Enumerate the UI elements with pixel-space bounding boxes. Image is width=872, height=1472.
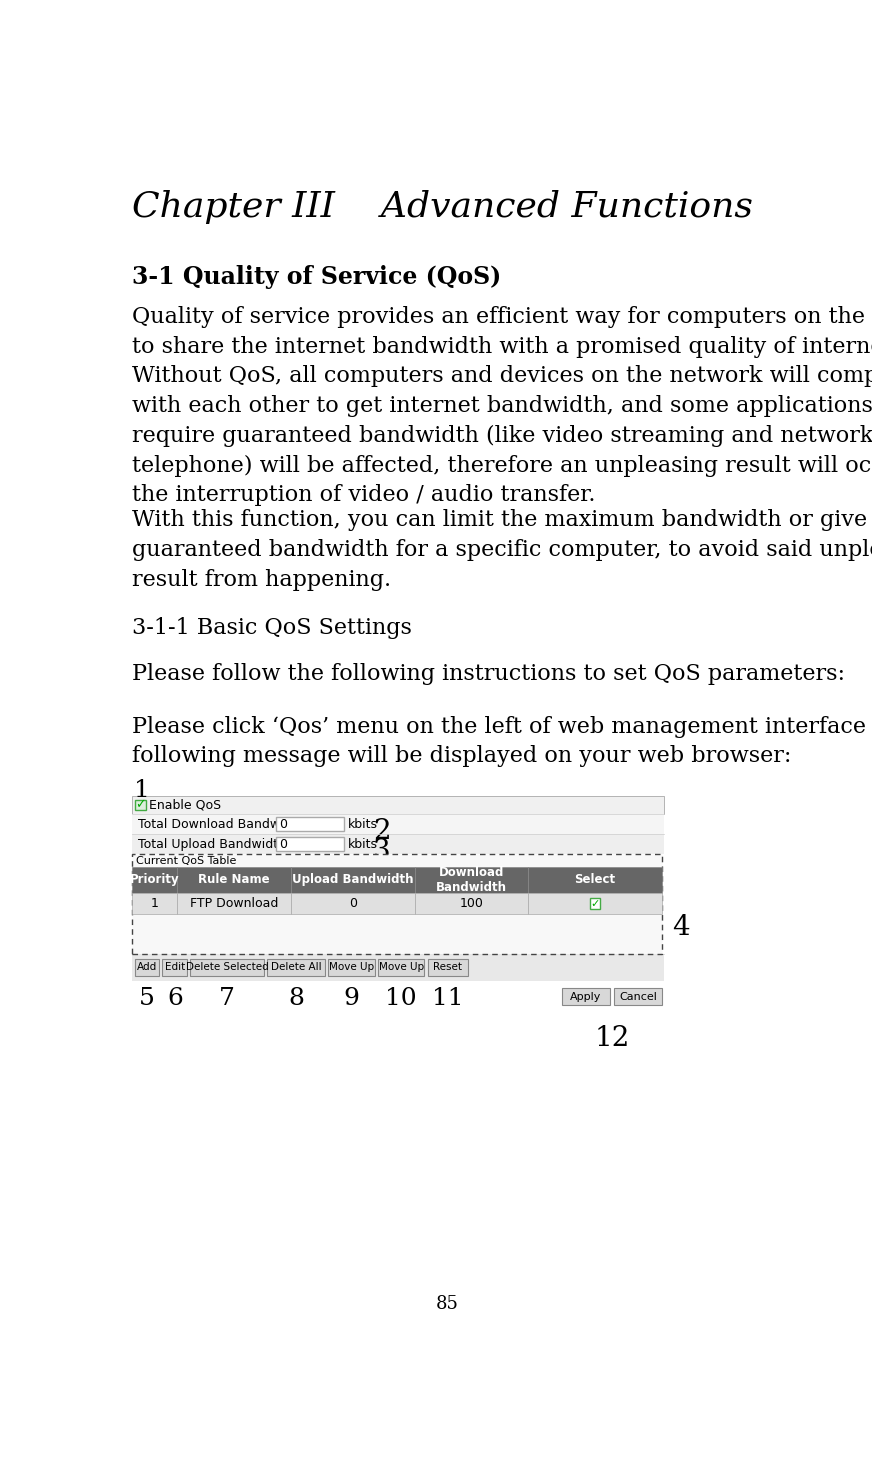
Text: kbits: kbits (348, 838, 378, 851)
Text: Delete All: Delete All (271, 963, 322, 973)
Text: With this function, you can limit the maximum bandwidth or give a
guaranteed ban: With this function, you can limit the ma… (133, 509, 872, 590)
Bar (427, 958, 467, 976)
Bar (378, 958, 425, 976)
Bar (528, 892, 663, 914)
Text: 6: 6 (167, 986, 183, 1010)
Bar (415, 867, 528, 892)
Text: Add: Add (137, 963, 157, 973)
Bar (528, 867, 663, 892)
Text: ✓: ✓ (590, 898, 600, 908)
Text: 1: 1 (151, 896, 159, 910)
Bar (614, 988, 663, 1005)
Bar (134, 958, 160, 976)
Text: Move Up: Move Up (378, 963, 424, 973)
Text: 11: 11 (432, 986, 463, 1010)
Text: Select: Select (575, 873, 616, 886)
Text: 7: 7 (219, 986, 235, 1010)
Text: Rule Name: Rule Name (198, 873, 270, 886)
Bar (133, 854, 663, 954)
Text: 3: 3 (373, 838, 391, 866)
Bar (562, 988, 610, 1005)
Text: Quality of service provides an efficient way for computers on the network
to sha: Quality of service provides an efficient… (133, 306, 872, 506)
Text: 5: 5 (139, 986, 155, 1010)
Bar (133, 954, 664, 980)
Text: Move Up: Move Up (329, 963, 374, 973)
Bar (291, 892, 415, 914)
Text: Enable QoS: Enable QoS (149, 798, 221, 811)
Text: Please click ‘Qos’ menu on the left of web management interface and the
followin: Please click ‘Qos’ menu on the left of w… (133, 715, 872, 767)
Text: 9: 9 (344, 986, 359, 1010)
Text: Total Upload Bandwidth:: Total Upload Bandwidth: (139, 838, 290, 851)
Text: 85: 85 (435, 1295, 459, 1313)
Bar (133, 892, 177, 914)
Bar (589, 898, 600, 908)
Bar (267, 958, 325, 976)
Bar (177, 892, 291, 914)
Text: FTP Download: FTP Download (190, 896, 278, 910)
Bar (162, 958, 187, 976)
Text: Current QoS Table: Current QoS Table (136, 855, 236, 866)
Bar (276, 817, 344, 832)
Text: 1: 1 (133, 779, 150, 802)
Text: Chapter III    Advanced Functions: Chapter III Advanced Functions (133, 190, 753, 225)
Text: 12: 12 (595, 1025, 630, 1052)
Text: Priority: Priority (130, 873, 180, 886)
Text: Upload Bandwidth: Upload Bandwidth (292, 873, 414, 886)
Bar (135, 799, 146, 811)
Bar (133, 867, 177, 892)
Text: kbits: kbits (348, 818, 378, 830)
Text: 2: 2 (373, 818, 391, 845)
Bar (329, 958, 375, 976)
Text: 3-1 Quality of Service (QoS): 3-1 Quality of Service (QoS) (133, 265, 501, 289)
Text: 0: 0 (349, 896, 358, 910)
Text: 3-1-1 Basic QoS Settings: 3-1-1 Basic QoS Settings (133, 617, 412, 639)
Bar (276, 838, 344, 851)
Text: ✓: ✓ (135, 798, 146, 811)
Text: 4: 4 (671, 914, 689, 941)
Text: Total Download Bandwidth:: Total Download Bandwidth: (139, 818, 309, 830)
Text: Apply: Apply (570, 992, 602, 1001)
Bar (190, 958, 264, 976)
Text: Reset: Reset (433, 963, 462, 973)
Text: 100: 100 (460, 896, 483, 910)
Bar (415, 892, 528, 914)
Bar (291, 867, 415, 892)
Text: Download
Bandwidth: Download Bandwidth (436, 866, 507, 894)
Text: Please follow the following instructions to set QoS parameters:: Please follow the following instructions… (133, 664, 845, 686)
Text: Edit: Edit (165, 963, 185, 973)
Bar (133, 835, 664, 854)
Text: 8: 8 (289, 986, 304, 1010)
Text: 10: 10 (385, 986, 417, 1010)
Text: 0: 0 (279, 838, 287, 851)
Bar (177, 867, 291, 892)
Text: 0: 0 (279, 818, 287, 830)
Text: Cancel: Cancel (619, 992, 657, 1001)
Bar (133, 796, 664, 814)
Bar (133, 814, 664, 835)
Text: Delete Selected: Delete Selected (186, 963, 269, 973)
